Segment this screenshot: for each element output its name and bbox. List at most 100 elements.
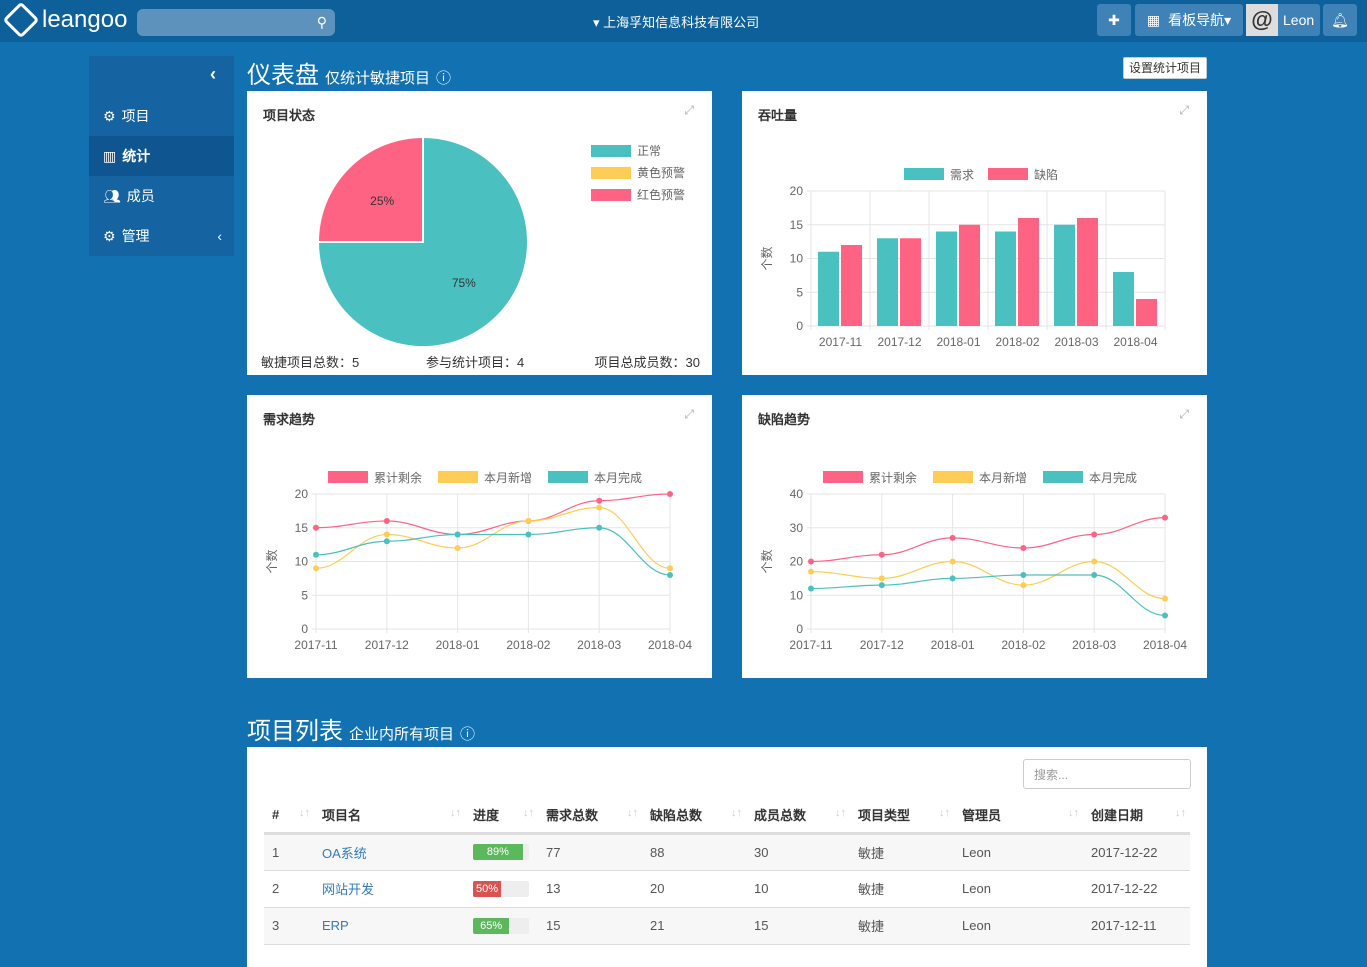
cell-no: 3 [264,907,314,945]
data-point [1091,558,1098,565]
company-selector[interactable]: ▾ 上海孚知信息科技有限公司 [593,15,760,30]
expand-icon[interactable]: ⤢ [684,103,694,117]
defect-trend-card: 缺陷趋势 ⤢ 0 10 20 30 40 个数 累计剩余 本月新增 本月完成 2017-11 201… [742,395,1207,678]
user-menu[interactable]: @ Leon [1246,4,1320,36]
data-point [1162,514,1168,521]
sort-icon[interactable]: ↓↑ [1175,807,1186,819]
data-point [949,534,956,541]
bar-chart-icon: ▥ [103,147,117,164]
bar [841,245,862,326]
data-point [313,524,319,531]
cell-req: 77 [538,833,642,871]
cubes-icon: ⚙︎ [103,107,116,124]
x-tick-label: 2017-11 [789,638,832,652]
legend-label: 黄色预警 [637,165,685,180]
legend-swatch [904,168,944,180]
column-header[interactable]: # ↓↑ [264,797,314,835]
project-link[interactable]: ERP [322,918,349,933]
data-point [808,568,814,575]
sort-icon[interactable]: ↓↑ [939,807,950,819]
cell-members: 10 [746,870,850,908]
logo[interactable]: leangoo [2,1,127,39]
cell-name: 网站开发 [314,870,465,908]
column-header[interactable]: 成员总数 ↓↑ [746,797,850,835]
legend-swatch [988,168,1028,180]
column-header[interactable]: 需求总数 ↓↑ [538,797,642,835]
data-point [667,572,673,578]
line-chart: 0 10 20 30 40 个数 累计剩余 本月新增 本月完成 2017-11 2017-12 201… [759,470,1187,652]
column-header[interactable]: 项目名 ↓↑ [314,797,465,835]
avatar: @ [1246,4,1278,36]
data-point [1091,572,1098,578]
x-tick-label: 2018-03 [577,638,621,652]
column-header[interactable]: 项目类型 ↓↑ [850,797,954,835]
sort-icon[interactable]: ↓↑ [299,807,310,819]
x-tick-label: 2018-01 [931,638,975,652]
table-row: 3 ERP 65% 15 21 15 敏捷 Leon 2017-12-11 [264,907,1190,945]
sidebar-item-stats[interactable]: ▥ 统计 [89,136,234,176]
sidebar-item-members[interactable]: 👥︎ 成员 [103,187,155,205]
cell-name: OA系统 [314,833,465,871]
sort-icon[interactable]: ↓↑ [450,807,461,819]
data-point [313,565,319,572]
data-point [878,582,885,589]
data-point [454,531,461,538]
x-tick-label: 2018-03 [1054,335,1098,349]
column-header[interactable]: 管理员 ↓↑ [954,797,1083,835]
progress-bar: 50% [473,880,529,897]
column-header[interactable]: 缺陷总数 ↓↑ [642,797,746,835]
x-tick-label: 2018-04 [1143,638,1187,652]
cell-progress: 89% [465,833,538,871]
add-button[interactable]: ✚ [1097,4,1131,36]
project-link[interactable]: 网站开发 [322,882,375,897]
cell-admin: Leon [954,870,1083,908]
settings-stats-button[interactable]: 设置统计项目 [1123,57,1208,79]
expand-icon[interactable]: ⤢ [1179,103,1189,117]
cell-progress: 65% [465,907,538,945]
cell-req: 13 [538,870,642,908]
column-header[interactable]: 进度 ↓↑ [465,797,538,835]
legend-swatch [1043,471,1083,483]
expand-icon[interactable]: ⤢ [1179,407,1189,421]
notification-button[interactable]: 🔔︎ [1323,4,1357,36]
data-point [383,531,390,538]
y-tick-label: 5 [301,588,308,602]
legend-label: 红色预警 [637,187,685,202]
column-header[interactable]: 创建日期 ↓↑ [1083,797,1190,835]
x-tick-label: 2018-02 [1001,638,1045,652]
y-axis-label: 个数 [264,549,279,573]
sidebar-item-manage[interactable]: ⚙ 管理 ‹ [103,227,222,245]
table-row: 2 网站开发 50% 13 20 10 敏捷 Leon 2017-12-22 [264,870,1190,908]
cell-bug: 21 [642,907,746,945]
expand-icon[interactable]: ⤢ [684,407,694,421]
global-search-input[interactable]: ⚲ [137,9,335,36]
legend-swatch [591,167,631,179]
legend-label: 累计剩余 [374,470,422,485]
collapse-sidebar-button[interactable]: ‹ [210,64,216,84]
legend-label: 累计剩余 [869,470,917,485]
series-line [810,517,1166,563]
board-nav-button[interactable]: ▦ 看板导航 ▾ [1135,4,1243,36]
x-tick-label: 2017-12 [860,638,904,652]
sidebar-item-projects[interactable]: ⚙︎ 项目 [103,107,150,125]
data-point [1020,582,1027,589]
sort-icon[interactable]: ↓↑ [523,807,534,819]
bar [900,238,921,326]
project-link[interactable]: OA系统 [322,845,367,861]
table-search-input[interactable]: 搜索... [1023,759,1191,789]
sort-icon[interactable]: ↓↑ [835,807,846,819]
help-icon[interactable]: ⓘ [460,726,476,743]
help-icon[interactable]: ⓘ [436,70,452,87]
data-point [596,497,603,504]
sort-icon[interactable]: ↓↑ [731,807,742,819]
y-tick-label: 30 [790,521,804,535]
sort-icon[interactable]: ↓↑ [627,807,638,819]
search-icon[interactable]: ⚲ [316,14,327,30]
series-line [810,560,1166,600]
sort-icon[interactable]: ↓↑ [1068,807,1079,819]
y-tick-label: 20 [790,184,804,198]
legend-label: 正常 [637,144,661,158]
legend-swatch [438,471,478,483]
legend-label: 缺陷 [1034,167,1058,182]
